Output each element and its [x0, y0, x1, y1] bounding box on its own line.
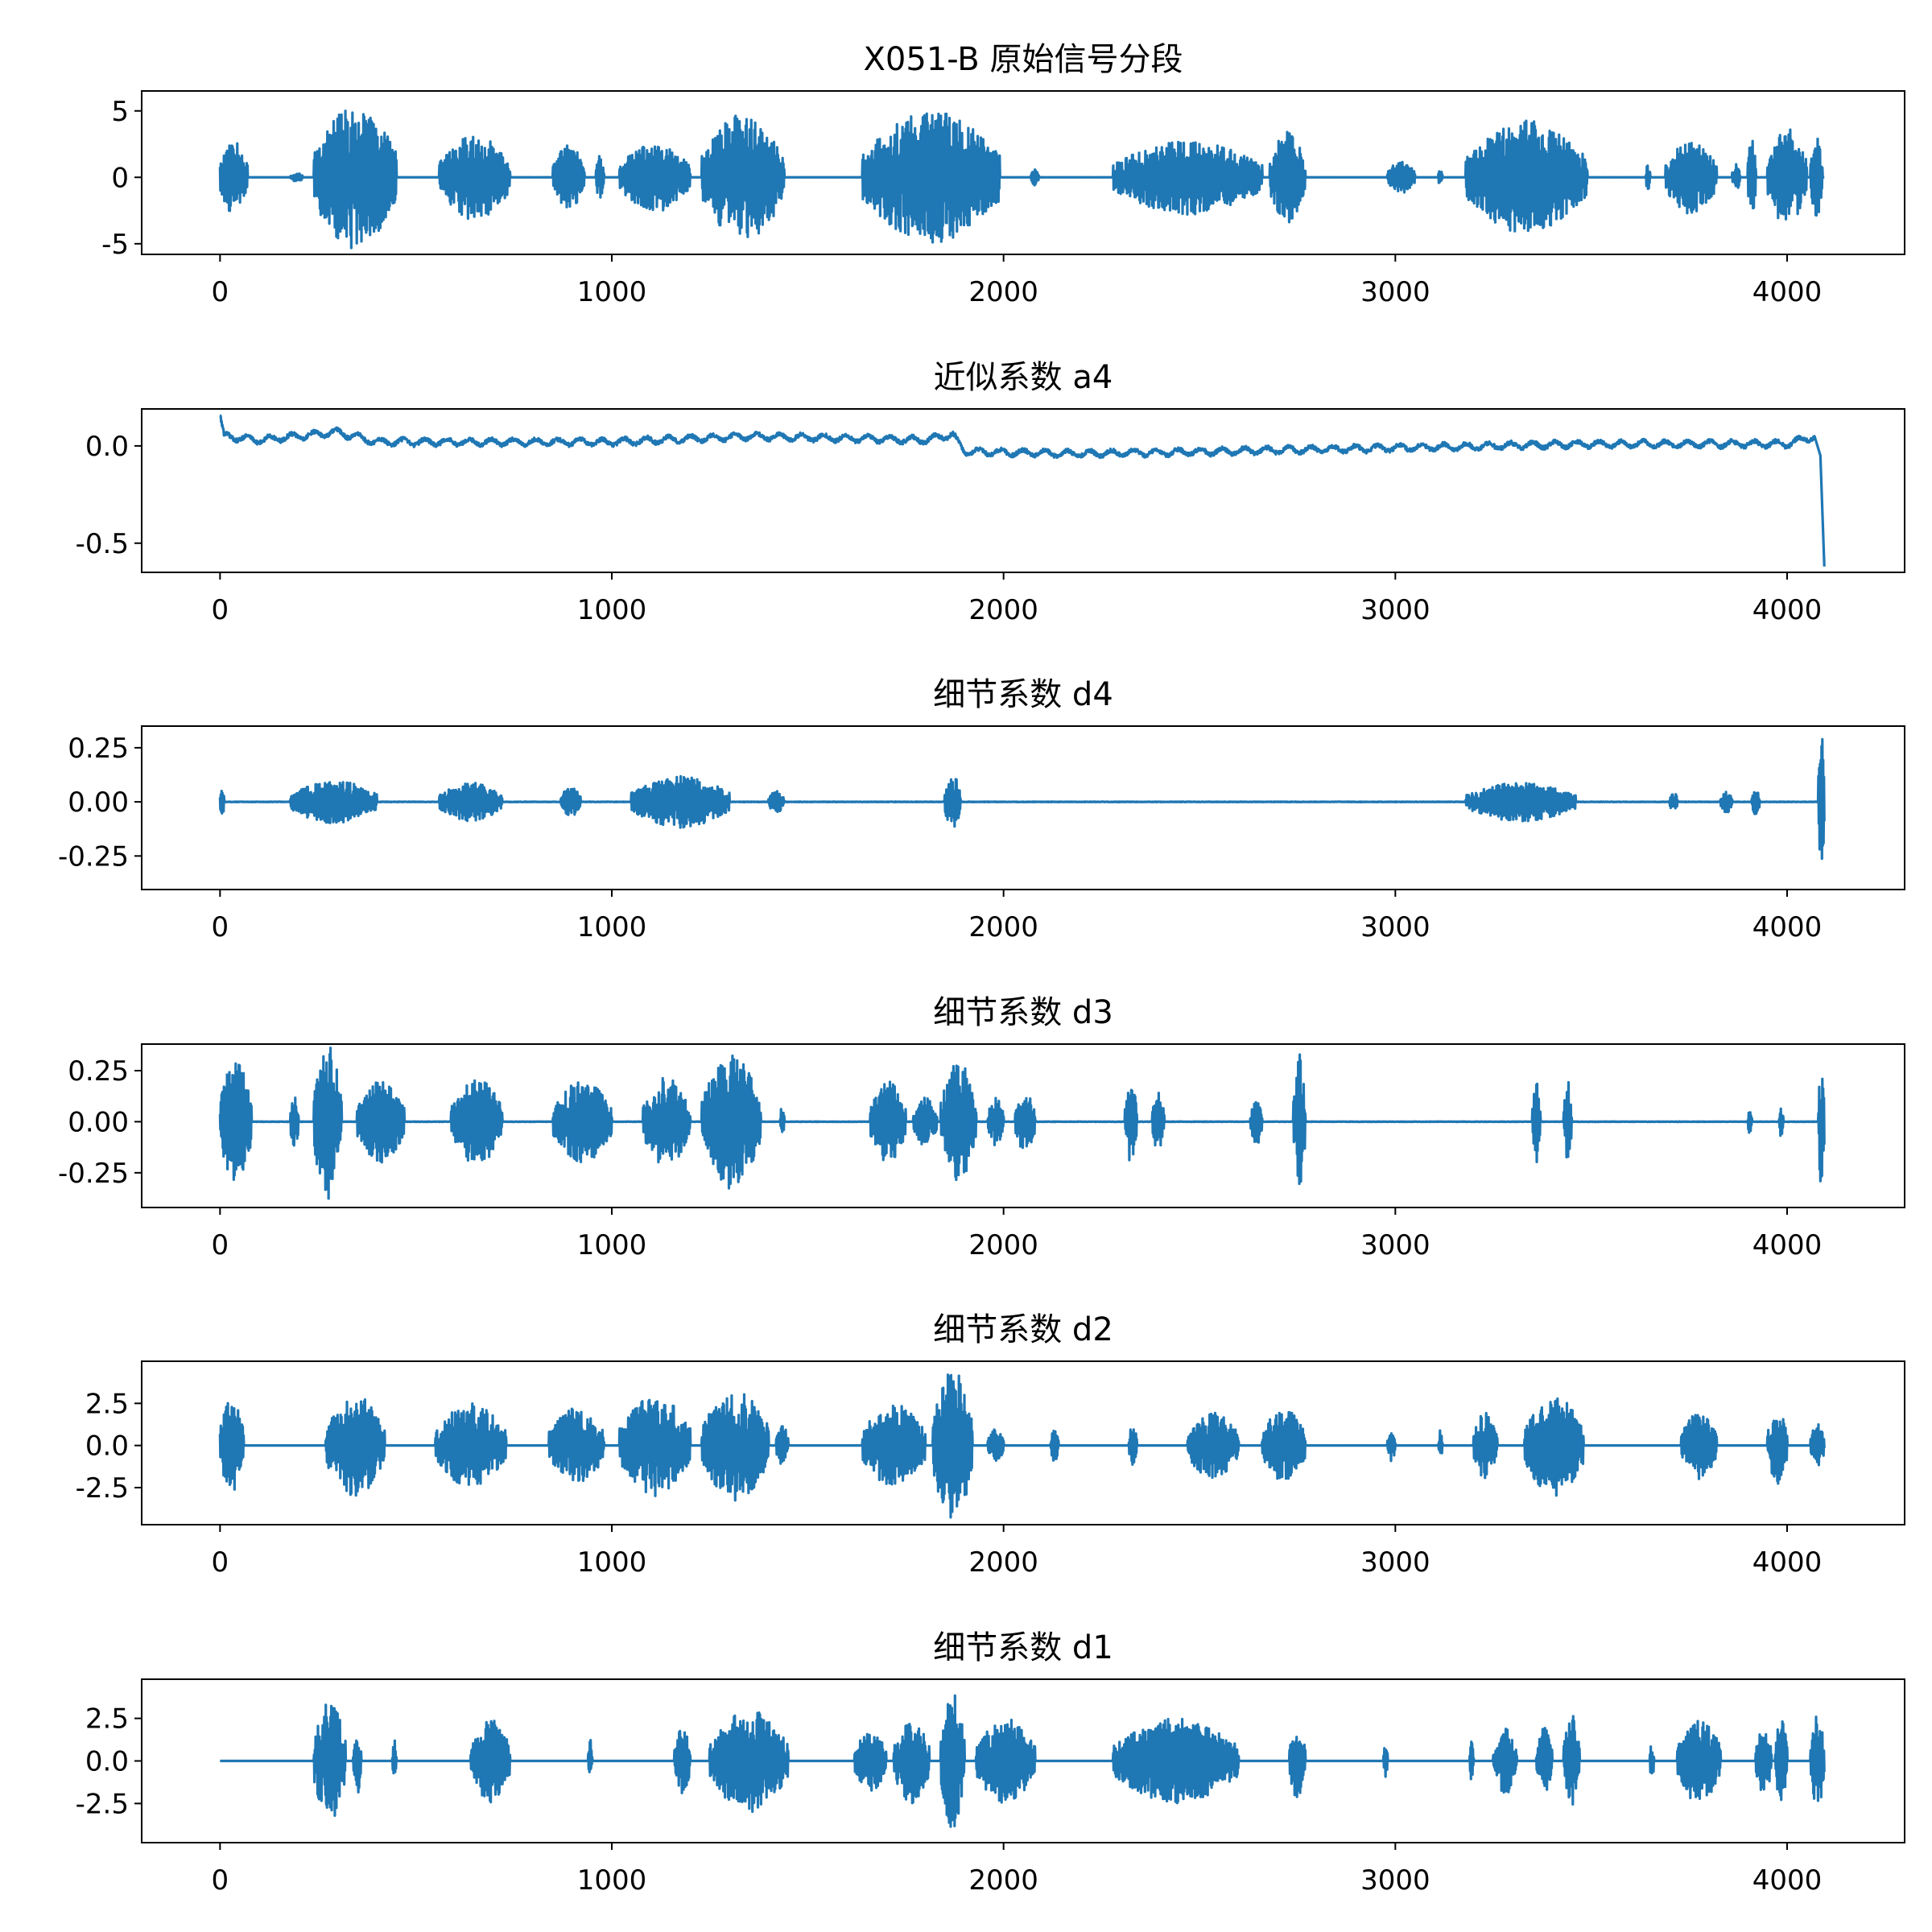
y-tick-label: -0.25	[58, 1158, 129, 1190]
subplot-1: X051-B 原始信号分段 0 1000 2000 3000 4000 5 0 -5	[101, 41, 1905, 308]
x-tick-label: 4000	[1752, 1546, 1823, 1579]
y-tick-label: 0.00	[68, 1106, 129, 1138]
y-tick-label: -0.5	[76, 528, 129, 560]
y-tick-label: -2.5	[76, 1472, 129, 1505]
series-line	[218, 737, 1826, 861]
y-tick-label: -2.5	[76, 1788, 129, 1820]
y-tick-label: 5	[111, 96, 129, 128]
x-tick-label: 0	[212, 911, 229, 943]
subplot-title: 细节系数 d3	[933, 994, 1113, 1031]
series-line	[218, 1373, 1826, 1519]
subplot-title: 细节系数 d2	[933, 1311, 1113, 1348]
x-tick-label: 4000	[1752, 1864, 1823, 1897]
x-tick-label: 4000	[1752, 594, 1823, 626]
x-tick-label: 4000	[1752, 276, 1823, 308]
x-tick-label: 0	[212, 594, 229, 626]
subplot-grid: X051-B 原始信号分段 0 1000 2000 3000 4000 5 0 -5 近似系数 a…	[58, 41, 1905, 1897]
y-tick-label: 0.25	[68, 733, 129, 765]
y-tick-label: 0.0	[85, 1746, 129, 1778]
y-tick-label: 0.0	[85, 1430, 129, 1463]
x-tick-label: 4000	[1752, 1229, 1823, 1261]
x-tick-label: 3000	[1360, 911, 1430, 943]
y-tick-label: -0.25	[58, 840, 129, 873]
x-tick-label: 0	[212, 276, 229, 308]
y-tick-label: 2.5	[85, 1703, 129, 1736]
subplot-5: 细节系数 d2 0 1000 2000 3000 4000 2.5 0.0 -2.5	[76, 1311, 1905, 1579]
x-tick-label: 1000	[577, 1864, 647, 1897]
series-line	[219, 414, 1826, 567]
x-tick-label: 2000	[968, 1546, 1038, 1579]
axes-frame	[141, 725, 1905, 890]
x-tick-label: 3000	[1360, 276, 1430, 308]
x-tick-label: 3000	[1360, 1229, 1430, 1261]
x-tick-label: 2000	[968, 276, 1038, 308]
subplot-title: 近似系数 a4	[934, 359, 1113, 396]
x-tick-label: 2000	[968, 911, 1038, 943]
subplot-6: 细节系数 d1 0 1000 2000 3000 4000 2.5 0.0 -2.5	[76, 1629, 1905, 1897]
x-tick-label: 1000	[577, 594, 647, 626]
x-tick-label: 1000	[577, 911, 647, 943]
x-tick-label: 1000	[577, 1546, 647, 1579]
x-tick-label: 3000	[1360, 1546, 1430, 1579]
x-tick-label: 0	[212, 1229, 229, 1261]
y-tick-label: 0.0	[85, 431, 129, 463]
subplot-2: 近似系数 a4 0 1000 2000 3000 4000 0.0 -0.5	[76, 359, 1905, 626]
subplot-3: 细节系数 d4 0 1000 2000 3000 4000 0.25 0.00 -0.25	[58, 676, 1905, 943]
x-tick-label: 2000	[968, 1229, 1038, 1261]
x-tick-label: 3000	[1360, 1864, 1430, 1897]
series-line	[218, 109, 1826, 250]
x-tick-label: 2000	[968, 1864, 1038, 1897]
y-tick-label: 0	[111, 162, 129, 194]
series-line	[219, 1694, 1826, 1828]
x-tick-label: 4000	[1752, 911, 1823, 943]
subplot-4: 细节系数 d3 0 1000 2000 3000 4000 0.25 0.00 -0.25	[58, 994, 1905, 1261]
x-tick-label: 0	[212, 1546, 229, 1579]
y-tick-label: -5	[101, 229, 129, 261]
y-tick-label: 0.00	[68, 786, 129, 819]
axes-frame	[141, 408, 1905, 573]
subplot-title: X051-B 原始信号分段	[864, 41, 1183, 78]
axes-frame	[141, 1043, 1905, 1208]
subplot-title: 细节系数 d1	[933, 1629, 1113, 1666]
series-line	[218, 1046, 1826, 1200]
x-tick-label: 1000	[577, 276, 647, 308]
subplot-title: 细节系数 d4	[933, 676, 1113, 713]
x-tick-label: 0	[212, 1864, 229, 1897]
axes-frame	[141, 1360, 1905, 1525]
y-tick-label: 0.25	[68, 1055, 129, 1088]
x-tick-label: 2000	[968, 594, 1038, 626]
x-tick-label: 3000	[1360, 594, 1430, 626]
x-tick-label: 1000	[577, 1229, 647, 1261]
axes-frame	[141, 90, 1905, 255]
y-tick-label: 2.5	[85, 1388, 129, 1420]
